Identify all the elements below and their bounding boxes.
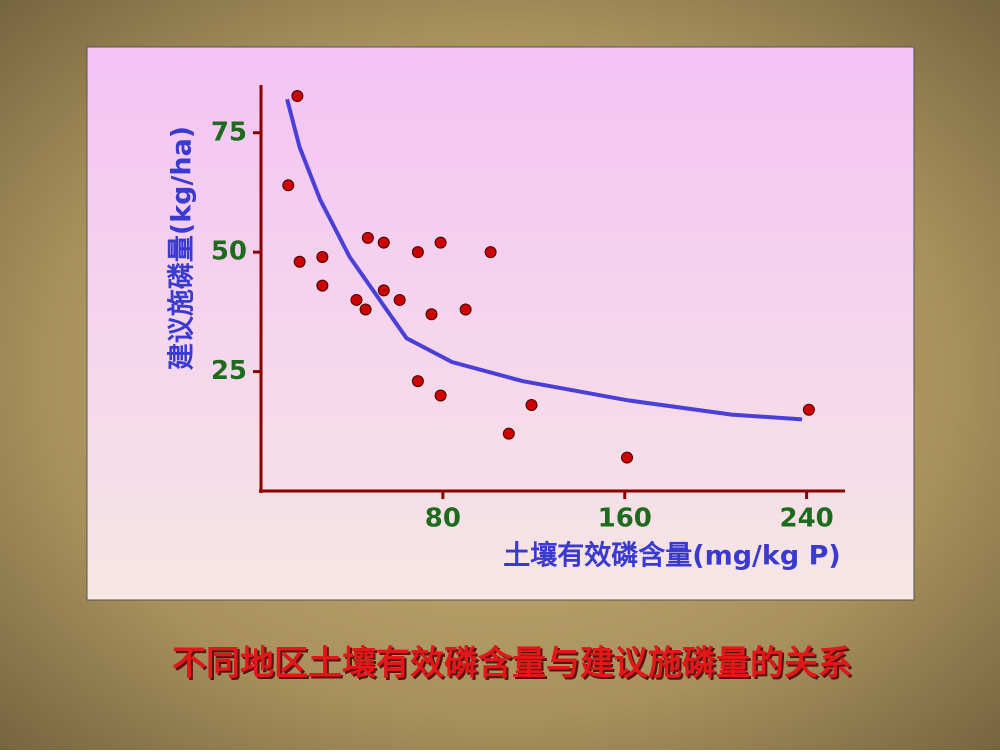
data-point	[621, 451, 634, 464]
fit-curve	[285, 98, 803, 422]
x-tick-label: 80	[425, 504, 461, 534]
data-point	[282, 179, 295, 192]
data-point	[350, 293, 363, 306]
x-tick-label: 160	[598, 504, 652, 534]
x-axis-label: 土壤有效磷含量(mg/kg P)	[503, 540, 840, 572]
data-point	[359, 303, 372, 316]
data-point	[434, 236, 447, 249]
chart-title: 不同地区土壤有效磷含量与建议施磷量的关系	[172, 644, 852, 684]
data-point	[459, 303, 472, 316]
data-point	[411, 246, 424, 259]
y-tick-label: 25	[211, 356, 247, 386]
data-point	[434, 389, 447, 402]
data-point	[316, 250, 329, 263]
data-point	[293, 255, 306, 268]
y-tick-label: 50	[211, 237, 247, 267]
y-tick-label: 75	[211, 117, 247, 147]
data-point	[291, 89, 304, 102]
data-point	[377, 284, 390, 297]
data-point	[502, 427, 515, 440]
y-axis-label: 建议施磷量(kg/ha)	[167, 126, 198, 370]
data-point	[377, 236, 390, 249]
data-point	[484, 246, 497, 259]
plot-panel	[86, 46, 915, 601]
data-point	[425, 308, 438, 321]
data-point	[316, 279, 329, 292]
title-shadow: 不同地区土壤有效磷含量与建议施磷量的关系	[174, 646, 854, 686]
data-point	[393, 293, 406, 306]
data-point	[802, 403, 815, 416]
data-point	[361, 231, 374, 244]
x-tick-label: 240	[779, 504, 833, 534]
data-point	[411, 375, 424, 388]
data-point	[525, 399, 538, 412]
